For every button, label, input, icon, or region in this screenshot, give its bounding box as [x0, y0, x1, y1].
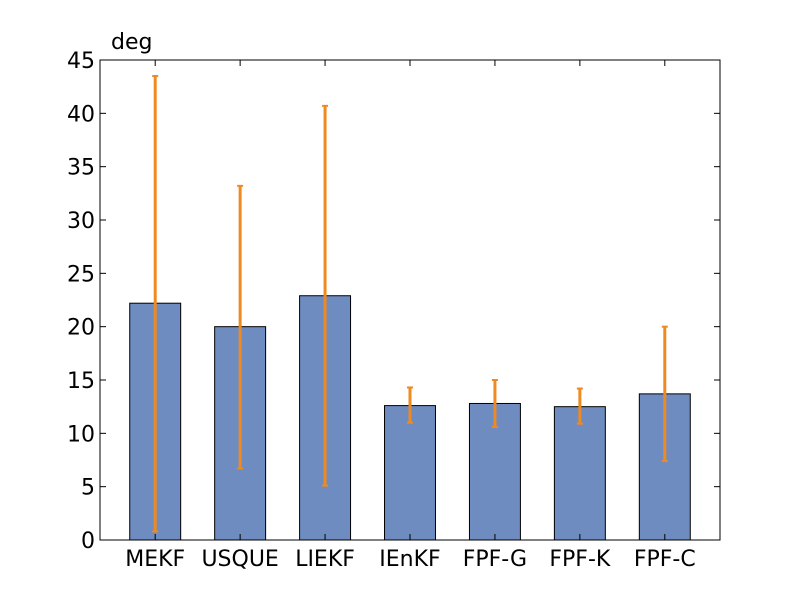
y-tick-label: 30	[67, 209, 95, 234]
x-tick-label: FPF-K	[549, 547, 611, 572]
bar-ienkf	[384, 405, 436, 541]
y-tick-label: 15	[67, 369, 95, 394]
y-unit-label: deg	[111, 30, 152, 55]
x-tick-label: MEKF	[125, 547, 185, 572]
y-tick-label: 25	[67, 262, 95, 287]
y-axis: 0 5 10 15 20 25 30 35 40 45	[67, 49, 720, 554]
error-bar-fpf-k	[576, 387, 583, 425]
y-tick-label: 45	[67, 49, 95, 74]
error-bar-ienkf	[407, 386, 413, 424]
error-bar-fpf-g	[491, 379, 498, 428]
error-bars-layer	[152, 75, 668, 533]
error-bar-usque	[237, 184, 244, 470]
y-tick-label: 0	[81, 529, 95, 554]
x-tick-label: LIEKF	[295, 547, 355, 572]
error-bar-liekf	[322, 104, 329, 487]
x-tick-label: FPF-G	[463, 547, 527, 572]
x-tick-label: USQUE	[201, 547, 278, 572]
y-tick-label: 20	[67, 316, 95, 341]
x-axis: MEKF USQUE LIEKF IEnKF FPF-G FPF-K FPF-C	[125, 60, 696, 572]
x-tick-label: FPF-C	[634, 547, 696, 572]
y-tick-label: 10	[67, 422, 95, 447]
y-tick-label: 5	[81, 476, 95, 501]
error-bar-mekf	[152, 75, 159, 533]
x-tick-label: IEnKF	[379, 547, 440, 572]
error-bar-fpf-c	[661, 325, 668, 463]
y-tick-label: 40	[67, 102, 95, 127]
y-tick-label: 35	[67, 156, 95, 181]
bar-fpf-k	[553, 406, 606, 541]
